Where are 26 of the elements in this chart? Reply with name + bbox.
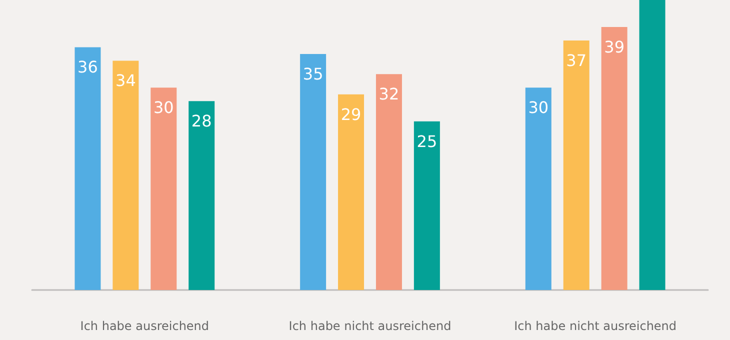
x-tick-label: Ich habe nicht ausreichend — [288, 319, 452, 333]
bar — [639, 0, 666, 290]
bar — [188, 101, 215, 290]
bar — [338, 94, 364, 290]
x-tick-label: Ich habe nicht ausreichend — [514, 319, 677, 333]
bar — [525, 88, 552, 290]
data-label: 36 — [78, 58, 98, 77]
bar — [300, 54, 326, 290]
data-label: 37 — [566, 50, 587, 70]
data-label: 30 — [528, 98, 549, 118]
bar — [150, 88, 177, 290]
data-label: 30 — [153, 98, 174, 118]
bar — [376, 74, 402, 290]
data-label: 25 — [416, 132, 438, 151]
data-label: 34 — [116, 71, 136, 90]
bar — [563, 40, 590, 290]
data-label: 39 — [604, 37, 624, 56]
x-tick-label: Ich habe ausreichend — [80, 319, 210, 333]
data-label: 29 — [340, 104, 362, 124]
data-label: 32 — [378, 84, 400, 104]
data-label: 28 — [191, 112, 212, 131]
bar — [414, 121, 440, 290]
bar — [601, 26, 628, 290]
bar — [112, 60, 139, 290]
bar — [74, 47, 101, 290]
data-label: 35 — [302, 64, 324, 84]
